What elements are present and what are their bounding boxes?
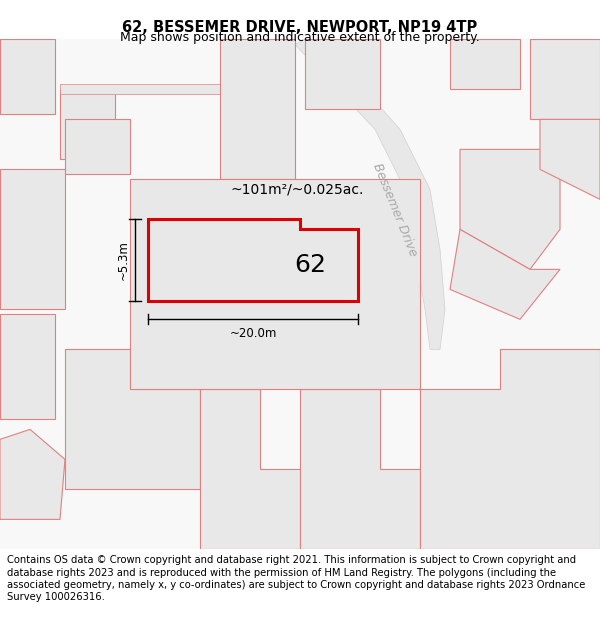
- Text: 62, BESSEMER DRIVE, NEWPORT, NP19 4TP: 62, BESSEMER DRIVE, NEWPORT, NP19 4TP: [122, 20, 478, 35]
- Polygon shape: [0, 39, 55, 114]
- Polygon shape: [65, 119, 130, 174]
- Text: Bessemer Drive: Bessemer Drive: [370, 161, 419, 258]
- Text: Contains OS data © Crown copyright and database right 2021. This information is : Contains OS data © Crown copyright and d…: [7, 555, 586, 602]
- Polygon shape: [0, 169, 65, 309]
- Polygon shape: [220, 39, 295, 179]
- Polygon shape: [60, 84, 220, 94]
- Polygon shape: [0, 314, 55, 419]
- Text: ~20.0m: ~20.0m: [229, 328, 277, 341]
- Polygon shape: [130, 179, 420, 389]
- Text: ~5.3m: ~5.3m: [117, 241, 130, 280]
- Polygon shape: [200, 389, 300, 549]
- Polygon shape: [530, 39, 600, 119]
- Text: ~101m²/~0.025ac.: ~101m²/~0.025ac.: [230, 182, 364, 196]
- Polygon shape: [60, 89, 115, 159]
- Polygon shape: [65, 349, 200, 489]
- Polygon shape: [450, 229, 560, 319]
- Polygon shape: [450, 39, 520, 89]
- Polygon shape: [420, 349, 600, 549]
- Text: 62: 62: [294, 253, 326, 278]
- Polygon shape: [460, 149, 560, 269]
- Polygon shape: [300, 389, 420, 549]
- Polygon shape: [295, 39, 445, 349]
- Polygon shape: [305, 39, 380, 109]
- Polygon shape: [0, 429, 65, 519]
- Polygon shape: [540, 119, 600, 199]
- Text: Map shows position and indicative extent of the property.: Map shows position and indicative extent…: [120, 31, 480, 44]
- Polygon shape: [148, 219, 358, 301]
